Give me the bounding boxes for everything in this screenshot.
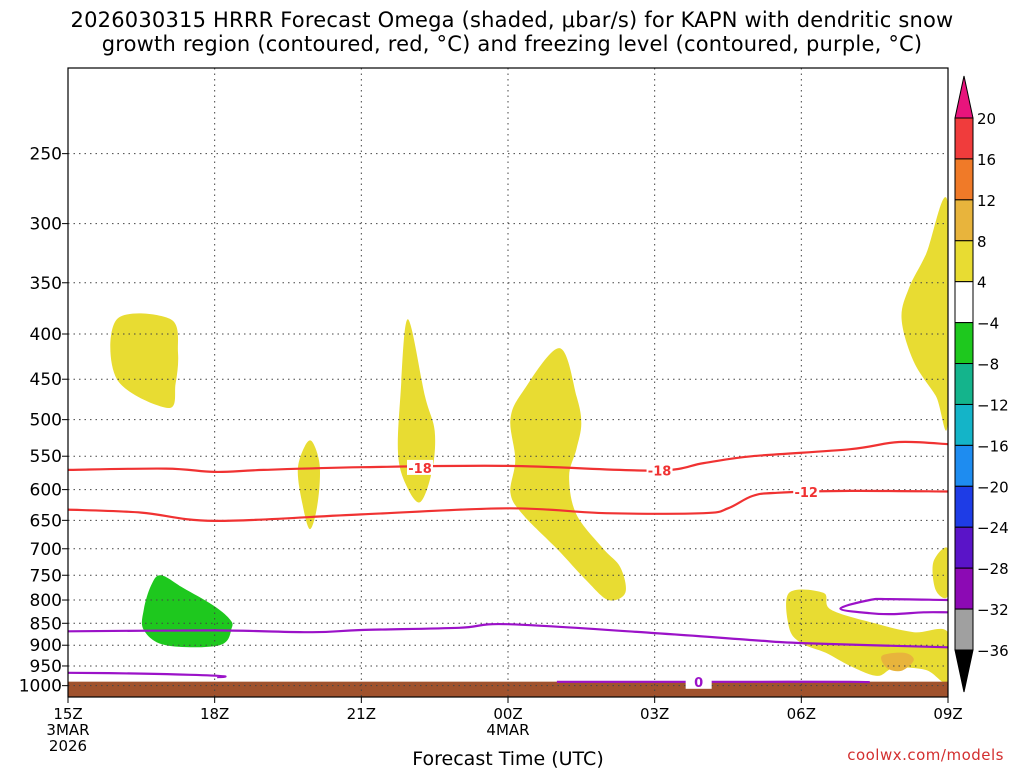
- contour-label: -18: [648, 465, 672, 480]
- colorbar-label: 4: [977, 274, 987, 292]
- colorbar-label: 20: [977, 110, 996, 128]
- x-tick-label: 4MAR: [486, 721, 529, 739]
- colorbar-label: −20: [977, 478, 1009, 496]
- omega-shaded-region: [110, 313, 179, 409]
- y-tick-label: 750: [30, 566, 62, 586]
- contour-label-background: [793, 484, 820, 500]
- x-tick-label: 09Z: [933, 705, 962, 723]
- omega-shaded-region: [141, 575, 233, 648]
- omega-shaded-region: [881, 652, 914, 672]
- freezing-level-contour: [839, 597, 948, 616]
- colorbar-label: −12: [977, 396, 1009, 414]
- colorbar-label: −32: [977, 601, 1009, 619]
- colorbar-swatch: [954, 117, 974, 160]
- y-tick-label: 850: [30, 614, 62, 634]
- y-tick-label: 250: [30, 145, 62, 165]
- y-tick-label: 800: [30, 591, 62, 611]
- dendritic-growth-contour: [68, 489, 948, 523]
- colorbar-label: −36: [977, 642, 1009, 660]
- freezing-level-contour: [68, 671, 227, 679]
- x-tick-label: 00Z: [493, 705, 522, 723]
- contour-layer: -18 -18 -12 0: [68, 440, 948, 691]
- x-tick-label: 2026: [49, 737, 87, 755]
- omega-shaded-region: [932, 547, 948, 599]
- colorbar-swatch: [954, 199, 974, 242]
- colorbar-swatch: [954, 526, 974, 569]
- y-tick-label: 500: [30, 411, 62, 431]
- x-tick-label: 21Z: [347, 705, 376, 723]
- colorbar-swatch: [954, 322, 974, 365]
- contour-label-background: [685, 673, 712, 689]
- colorbar-label: −24: [977, 519, 1009, 537]
- colorbar-label: −8: [977, 356, 999, 374]
- colorbar-swatch: [954, 567, 974, 610]
- dendritic-growth-contour: [68, 440, 948, 474]
- colorbar: 20 16 12 8 4 −4 −8 −12 −16 −20 −24 −28 −32 −36: [954, 75, 1009, 693]
- contour-label: -12: [794, 486, 818, 501]
- colorbar-swatch: [954, 281, 974, 324]
- y-tick-label: 450: [30, 370, 62, 390]
- y-tick-label: 1000: [19, 677, 62, 697]
- omega-shaded-region: [297, 440, 321, 530]
- y-tick-label: 900: [30, 636, 62, 656]
- contour-label-background: [407, 459, 433, 475]
- watermark: coolwx.com/models: [847, 746, 1004, 764]
- colorbar-swatch: [954, 240, 974, 283]
- x-tick-label: 06Z: [787, 705, 816, 723]
- ground-layer: [68, 681, 948, 697]
- colorbar-bottom-arrow: [954, 649, 974, 693]
- colorbar-top-arrow: [954, 75, 974, 119]
- y-tick-label: 600: [30, 481, 62, 501]
- chart-title-line-1: 2026030315 HRRR Forecast Omega (shaded, …: [70, 8, 954, 32]
- contour-label-background: [646, 462, 673, 478]
- x-tick-label: 03Z: [640, 705, 669, 723]
- omega-shaded-region: [510, 348, 626, 601]
- y-tick-label: 300: [30, 215, 62, 235]
- x-tick-label: 15Z: [53, 705, 82, 723]
- y-tick-label: 350: [30, 274, 62, 294]
- y-tick-label: 700: [30, 540, 62, 560]
- contour-label: 0: [694, 676, 703, 691]
- ground-fill: [68, 681, 948, 697]
- colorbar-label: 12: [977, 192, 996, 210]
- colorbar-label: 16: [977, 151, 996, 169]
- colorbar-swatch: [954, 485, 974, 528]
- colorbar-swatch: [954, 363, 974, 405]
- x-tick-label: 3MAR: [46, 721, 89, 739]
- colorbar-label: 8: [977, 233, 987, 251]
- omega-shaded-region: [786, 589, 948, 684]
- colorbar-label: −16: [977, 437, 1009, 455]
- colorbar-label: −28: [977, 560, 1009, 578]
- y-tick-label: 650: [30, 511, 62, 531]
- omega-shaded-region: [901, 197, 948, 431]
- x-axis-title: Forecast Time (UTC): [412, 748, 603, 768]
- axes-layer: 2503003504004505005506006507007508008509…: [19, 67, 963, 768]
- chart-title-line-2: growth region (contoured, red, °C) and f…: [101, 32, 923, 56]
- omega-shading-layer: [110, 197, 948, 684]
- y-tick-label: 950: [30, 657, 62, 677]
- y-tick-label: 550: [30, 447, 62, 467]
- contour-label: -18: [408, 462, 432, 477]
- y-tick-label: 400: [30, 325, 62, 345]
- colorbar-label: −4: [977, 315, 999, 333]
- x-tick-label: 18Z: [200, 705, 229, 723]
- colorbar-swatch: [954, 608, 974, 651]
- colorbar-swatch: [954, 158, 974, 201]
- colorbar-swatch: [954, 403, 974, 446]
- colorbar-swatch: [954, 444, 974, 487]
- freezing-level-contour: [68, 622, 948, 649]
